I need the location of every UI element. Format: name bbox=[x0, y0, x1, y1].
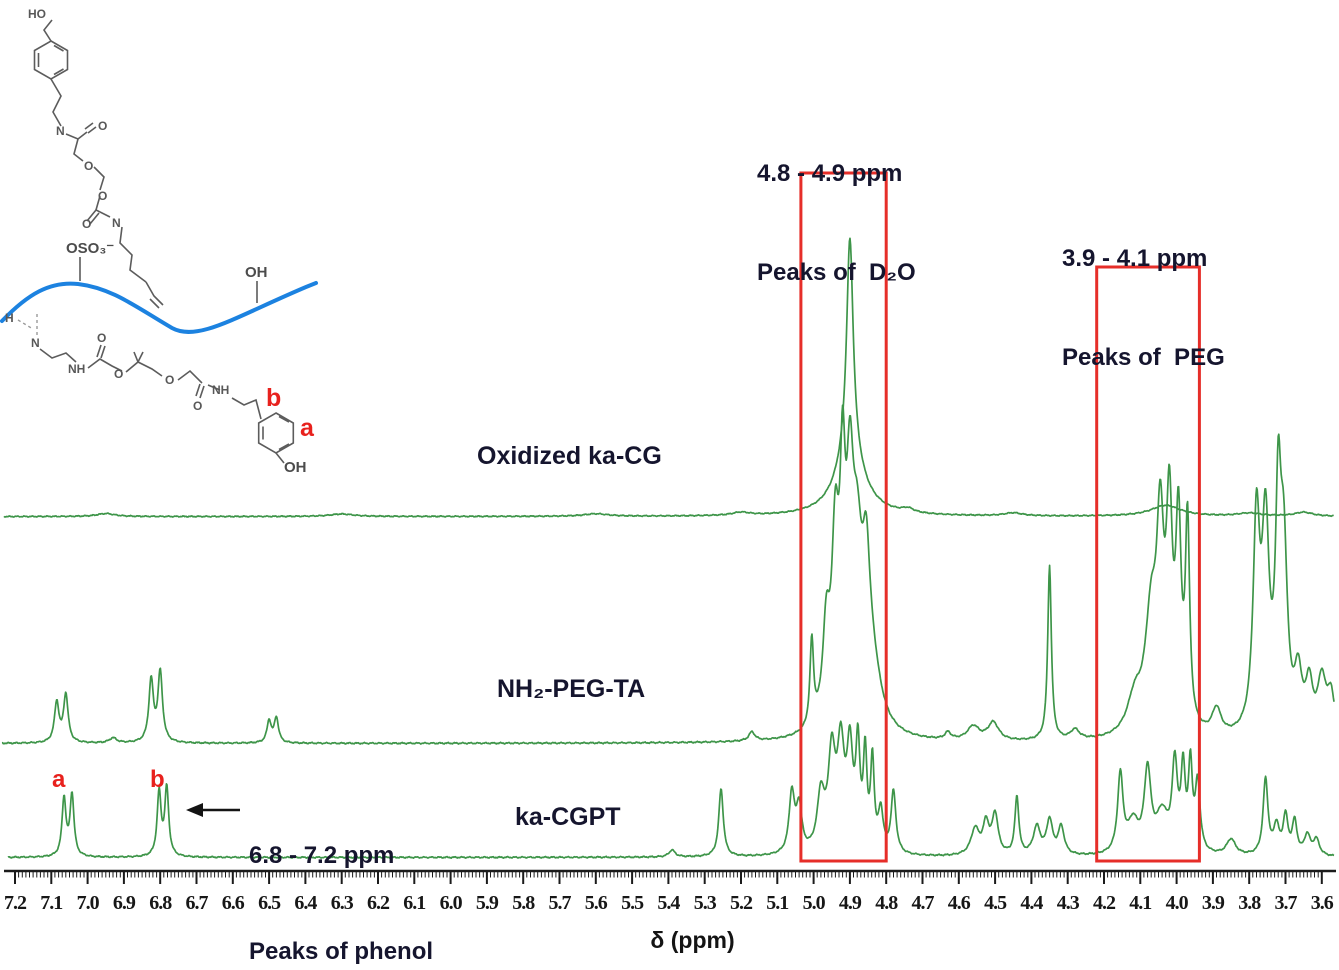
tick-label: 4.2 bbox=[1093, 892, 1116, 914]
o-label: O bbox=[165, 373, 174, 387]
tick-label: 4.9 bbox=[839, 892, 862, 914]
n-label: N bbox=[112, 216, 121, 230]
chemical-structure: HO N O O O O N OSO₃⁻ OH H N NH O O O O N… bbox=[0, 7, 318, 476]
chart-layer: 7.2 7.1 7.0 6.9 6.8 6.7 6.6 6.5 6.4 6.3 6.2 6.1 6.0 5… bbox=[1, 171, 1336, 914]
tick-label: 6.1 bbox=[403, 892, 425, 914]
tick-label: 4.1 bbox=[1129, 892, 1151, 914]
tick-label: 6.2 bbox=[367, 892, 390, 914]
tick-label: 6.6 bbox=[222, 892, 245, 914]
annotation-peg: 3.9 - 4.1 ppm Peaks of PEG bbox=[1062, 176, 1225, 440]
peak-a-label: a bbox=[52, 766, 66, 793]
spectrum-trace-0 bbox=[3, 237, 1334, 518]
nh-label: NH bbox=[212, 383, 229, 397]
tick-label: 6.0 bbox=[440, 892, 463, 914]
tick-label: 5.0 bbox=[803, 892, 826, 914]
annotation-peg-line1: 3.9 - 4.1 ppm bbox=[1062, 245, 1208, 272]
tick-label: 5.1 bbox=[766, 892, 788, 914]
tick-label: 7.1 bbox=[40, 892, 62, 914]
o-label: O bbox=[98, 119, 107, 133]
tick-label: 3.6 bbox=[1311, 892, 1334, 914]
annotation-peg-line2: Peaks of PEG bbox=[1062, 344, 1225, 371]
tick-label: 4.3 bbox=[1057, 892, 1080, 914]
tick-label: 6.5 bbox=[258, 892, 281, 914]
tick-label: 4.0 bbox=[1166, 892, 1189, 914]
spectrum-label-ka-cgpt: ka-CGPT bbox=[515, 803, 621, 831]
o-label: O bbox=[114, 367, 123, 381]
tick-label: 5.4 bbox=[657, 892, 680, 914]
bond bbox=[43, 19, 53, 42]
tick-label: 7.2 bbox=[4, 892, 27, 914]
tick-label: 5.3 bbox=[694, 892, 717, 914]
x-axis-title: δ (ppm) bbox=[650, 927, 735, 953]
tick-label: 4.5 bbox=[984, 892, 1007, 914]
arrowhead-left-icon bbox=[186, 803, 203, 817]
benzene-ring-2 bbox=[257, 412, 295, 454]
annotation-phenol-line1: 6.8 - 7.2 ppm bbox=[249, 842, 395, 869]
hydrogen-bond-dashes bbox=[17, 314, 38, 337]
structure-proton-a-label: a bbox=[300, 414, 315, 442]
o-label: O bbox=[84, 159, 93, 173]
structure-bonds bbox=[33, 19, 295, 464]
tick-label: 5.8 bbox=[512, 892, 535, 914]
benzene-ring-1 bbox=[33, 40, 69, 80]
spectrum-label-nh2-peg-ta: NH₂-PEG-TA bbox=[497, 675, 646, 703]
tick-label: 3.7 bbox=[1275, 892, 1298, 914]
tick-label: 5.7 bbox=[549, 892, 572, 914]
tick-label: 4.8 bbox=[875, 892, 898, 914]
carrageenan-backbone-wave bbox=[0, 281, 318, 334]
tick-label: 4.6 bbox=[948, 892, 971, 914]
tick-label: 5.5 bbox=[621, 892, 644, 914]
tick-label: 6.4 bbox=[294, 892, 317, 914]
n-label: N bbox=[31, 336, 40, 350]
o-label: O bbox=[98, 189, 107, 203]
peak-b-label: b bbox=[150, 766, 165, 793]
structure-proton-b-label: b bbox=[266, 384, 281, 412]
nh-label: NH bbox=[68, 362, 85, 376]
annotation-d2o-line1: 4.8 - 4.9 ppm bbox=[757, 160, 903, 187]
tick-label: 6.8 bbox=[149, 892, 172, 914]
spectrum-label-oxidized-ka-cg: Oxidized ka-CG bbox=[477, 442, 662, 470]
annotation-phenol: 6.8 - 7.2 ppm Peaks of phenol bbox=[249, 776, 433, 970]
tick-label: 3.8 bbox=[1238, 892, 1261, 914]
annotation-phenol-line2: Peaks of phenol bbox=[249, 938, 434, 965]
ho-label: HO bbox=[28, 7, 46, 21]
highlight-box-0 bbox=[799, 171, 888, 863]
spectrum-trace-1 bbox=[1, 404, 1335, 745]
o-label: O bbox=[193, 399, 202, 413]
highlight-box-1 bbox=[1095, 265, 1201, 863]
h-label: H bbox=[5, 311, 14, 325]
tick-label: 4.7 bbox=[912, 892, 935, 914]
tick-label: 5.6 bbox=[585, 892, 608, 914]
o-label: O bbox=[82, 217, 91, 231]
spectrum-trace-2 bbox=[7, 720, 1335, 859]
tick-label: 6.3 bbox=[331, 892, 354, 914]
o-label: O bbox=[97, 331, 106, 345]
tick-label: 5.2 bbox=[730, 892, 753, 914]
tick-label: 6.9 bbox=[113, 892, 136, 914]
phenol-arrow bbox=[186, 803, 240, 817]
tick-label: 4.4 bbox=[1020, 892, 1043, 914]
annotation-d2o: 4.8 - 4.9 ppm Peaks of D₂O bbox=[757, 91, 916, 355]
tick-label: 7.0 bbox=[77, 892, 100, 914]
annotation-d2o-line2: Peaks of D₂O bbox=[757, 259, 916, 286]
n-label: N bbox=[56, 124, 65, 138]
phenol-oh-label: OH bbox=[284, 459, 307, 476]
backbone-oh-label: OH bbox=[245, 264, 268, 281]
sulfate-label: OSO₃⁻ bbox=[66, 240, 114, 257]
tick-label: 6.7 bbox=[186, 892, 209, 914]
tick-label: 3.9 bbox=[1202, 892, 1225, 914]
tick-label: 5.9 bbox=[476, 892, 499, 914]
